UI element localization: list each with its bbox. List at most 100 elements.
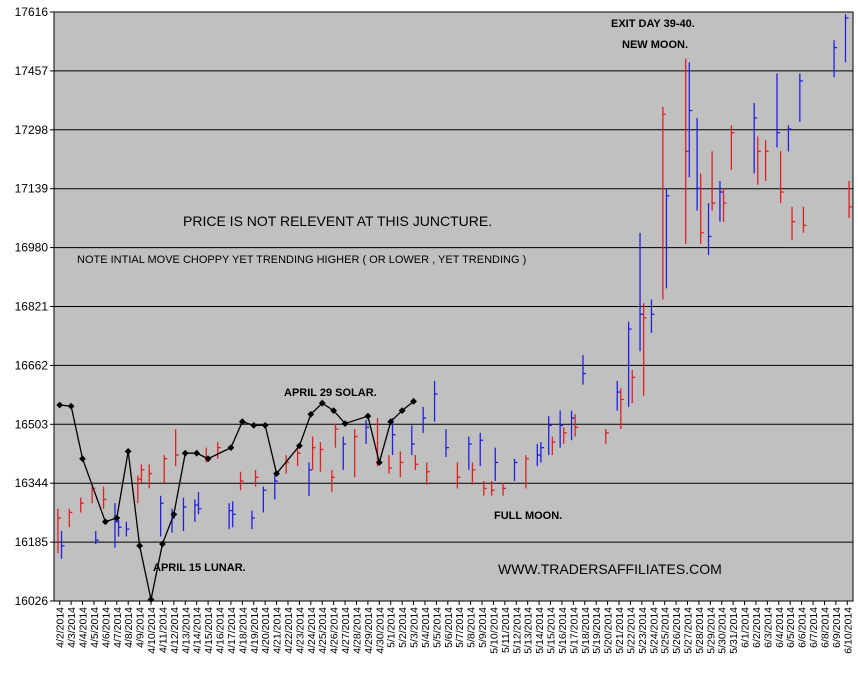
ohlc-bar	[354, 429, 358, 478]
x-tick-label: 5/30/2014	[717, 607, 729, 654]
x-tick-label: 6/8/2014	[819, 607, 831, 648]
x-tick-label: 5/11/2014	[500, 607, 512, 653]
line-point	[387, 418, 395, 426]
ohlc-bar	[57, 508, 61, 554]
line-point	[318, 399, 326, 407]
x-tick-label: 6/4/2014	[774, 607, 786, 648]
ohlc-bar	[197, 492, 202, 515]
annotation-april29-solar: APRIL 29 SOLAR.	[284, 387, 377, 399]
x-tick-label: 4/4/2014	[78, 607, 90, 648]
ohlc-bar	[559, 410, 564, 448]
ohlc-bar	[642, 303, 647, 396]
ohlc-bar	[148, 464, 153, 489]
x-tick-label: 4/9/2014	[135, 607, 147, 648]
line-point	[341, 420, 349, 427]
x-tick-label: 5/22/2014	[625, 607, 637, 654]
ohlc-bar	[848, 180, 853, 218]
ohlc-bar	[174, 429, 179, 467]
ohlc-bar	[833, 40, 838, 78]
x-tick-label: 5/31/2014	[728, 607, 740, 654]
y-tick-label: 17298	[15, 123, 49, 137]
ohlc-bar	[311, 436, 316, 470]
ohlc-bar	[605, 429, 609, 444]
ohlc-bar	[414, 455, 419, 470]
ohlc-bar	[650, 299, 655, 333]
x-tick-label: 6/3/2014	[762, 607, 774, 648]
ohlc-bar	[730, 125, 735, 170]
x-tick-label: 4/20/2014	[260, 607, 272, 654]
line-point	[238, 418, 246, 426]
ohlc-bar	[696, 117, 701, 211]
line-point	[364, 412, 372, 420]
ohlc-bar	[802, 206, 807, 233]
x-tick-label: 4/23/2014	[294, 607, 306, 654]
x-tick-label: 4/6/2014	[100, 607, 112, 648]
line-point	[147, 596, 155, 603]
x-tick-label: 6/2/2014	[751, 607, 763, 648]
x-tick-label: 5/13/2014	[523, 607, 535, 654]
ohlc-bar	[844, 14, 849, 63]
x-tick-label: 5/5/2014	[431, 607, 443, 648]
y-axis: 16026 16185 16344 16503 16662 16821 16980 17139…	[15, 5, 54, 608]
ohlc-bar	[479, 432, 484, 467]
ohlc-bar	[665, 188, 670, 289]
ohlc-bar	[433, 380, 438, 422]
gridlines	[54, 11, 853, 602]
line-point	[204, 455, 212, 463]
ohlc-bar	[536, 443, 541, 467]
line-point	[330, 407, 338, 414]
x-tick-label: 4/7/2014	[112, 607, 124, 648]
x-tick-label: 4/25/2014	[317, 607, 329, 654]
x-axis: 4/2/2014 4/3/2014 4/4/2014 4/5/2014 4/6/2014…	[55, 601, 854, 654]
ohlc-bar	[787, 125, 792, 152]
x-tick-label: 5/23/2014	[637, 607, 649, 654]
ohlc-bar	[468, 436, 472, 470]
ohlc-bar	[319, 442, 324, 472]
line-point	[124, 447, 132, 455]
ohlc-bar	[411, 425, 415, 456]
line-point	[136, 542, 144, 550]
x-tick-label: 5/25/2014	[660, 607, 672, 654]
line-point	[307, 410, 315, 418]
x-tick-label: 5/3/2014	[409, 607, 421, 648]
x-tick-label: 6/9/2014	[831, 607, 843, 648]
x-tick-label: 4/17/2014	[226, 607, 238, 654]
ohlc-bar	[563, 427, 567, 444]
line-point	[273, 470, 280, 477]
ohlc-bar	[685, 58, 689, 244]
x-tick-label: 5/1/2014	[386, 607, 398, 648]
ohlc-bar	[570, 410, 575, 441]
x-tick-label: 4/14/2014	[192, 607, 204, 654]
annotation-website: WWW.TRADERSAFFILIATES.COM	[498, 561, 722, 577]
indicator-line	[56, 397, 417, 603]
ohlc-bar	[707, 203, 712, 256]
line-point	[227, 444, 235, 452]
y-tick-label: 16185	[15, 535, 49, 549]
ohlc-bar	[631, 369, 636, 404]
ohlc-bar	[102, 486, 107, 509]
x-tick-label: 4/12/2014	[169, 607, 181, 654]
y-tick-label: 16026	[15, 594, 49, 608]
x-tick-label: 5/2/2014	[397, 607, 409, 648]
line-point	[113, 514, 121, 522]
ohlc-bar	[422, 406, 427, 433]
ohlc-bar	[551, 436, 556, 456]
annotation-move-note: NOTE INTIAL MOVE CHOPPY YET TRENDING HIG…	[77, 254, 526, 266]
x-tick-label: 5/17/2014	[568, 607, 580, 654]
x-tick-label: 5/10/2014	[488, 607, 500, 654]
ohlc-bar	[494, 447, 499, 481]
annotations: EXIT DAY 39-40. NEW MOON. PRICE IS NOT R…	[77, 18, 722, 577]
ohlc-bar	[80, 497, 84, 513]
ohlc-bar	[217, 442, 221, 459]
x-tick-label: 5/14/2014	[534, 607, 546, 654]
line-point	[181, 449, 189, 457]
y-tick-label: 16662	[15, 358, 49, 372]
ohlc-bar	[779, 151, 784, 204]
x-tick-label: 4/24/2014	[306, 607, 318, 654]
annotation-price-note: PRICE IS NOT RELEVENT AT THIS JUNCTURE.	[183, 213, 492, 229]
ohlc-bar	[627, 321, 632, 407]
x-tick-label: 6/6/2014	[797, 607, 809, 648]
x-tick-label: 4/28/2014	[351, 607, 363, 654]
ohlc-bar	[140, 464, 145, 483]
x-tick-label: 5/12/2014	[511, 607, 523, 654]
